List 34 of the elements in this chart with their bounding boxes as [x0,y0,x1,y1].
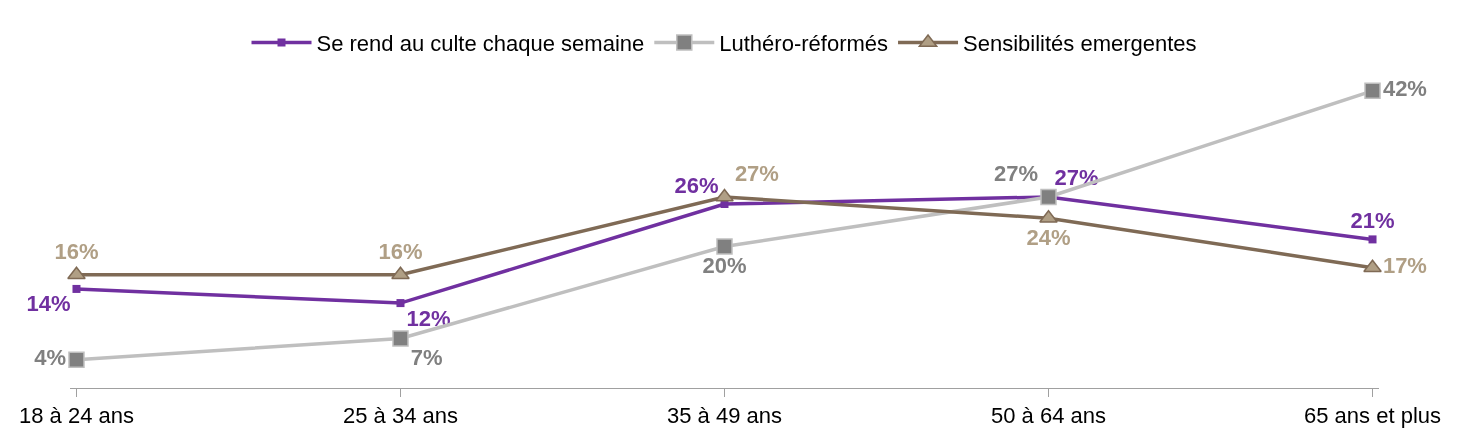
data-label: 24% [1026,225,1071,251]
point [716,238,733,255]
legend-label: Luthéro-réformés [719,31,889,57]
data-label: 12% [406,305,451,331]
point [67,266,86,280]
point [1364,82,1381,100]
data-label: 7% [410,345,443,371]
point [72,284,81,293]
x-tick-label: 25 à 34 ans [343,403,458,429]
point [68,351,85,368]
x-tick-label: 50 à 64 ans [991,403,1106,429]
point [1368,235,1377,244]
data-label: 20% [702,253,747,279]
x-tick-label: 65 ans et plus [1304,403,1442,429]
data-label: 21% [1350,207,1395,233]
legend-label: Se rend au culte chaque semaine [316,31,645,57]
data-label: 42% [1382,76,1427,102]
x-tick-label: 35 à 49 ans [667,403,782,429]
data-label: 26% [674,172,719,198]
point [396,299,405,308]
data-label: 27% [994,161,1039,187]
data-label: 4% [34,345,67,371]
point [1039,209,1058,223]
data-label: 27% [734,161,779,187]
point [1040,188,1057,206]
point [391,266,410,280]
data-label: 16% [378,238,423,264]
data-label: 17% [1382,253,1427,279]
data-label: 14% [26,291,71,317]
x-tick-label: 18 à 24 ans [18,403,134,429]
legend-label: Sensibilités emergentes [963,31,1197,57]
point [392,330,409,347]
data-label: 16% [54,238,99,264]
point [1363,259,1382,273]
